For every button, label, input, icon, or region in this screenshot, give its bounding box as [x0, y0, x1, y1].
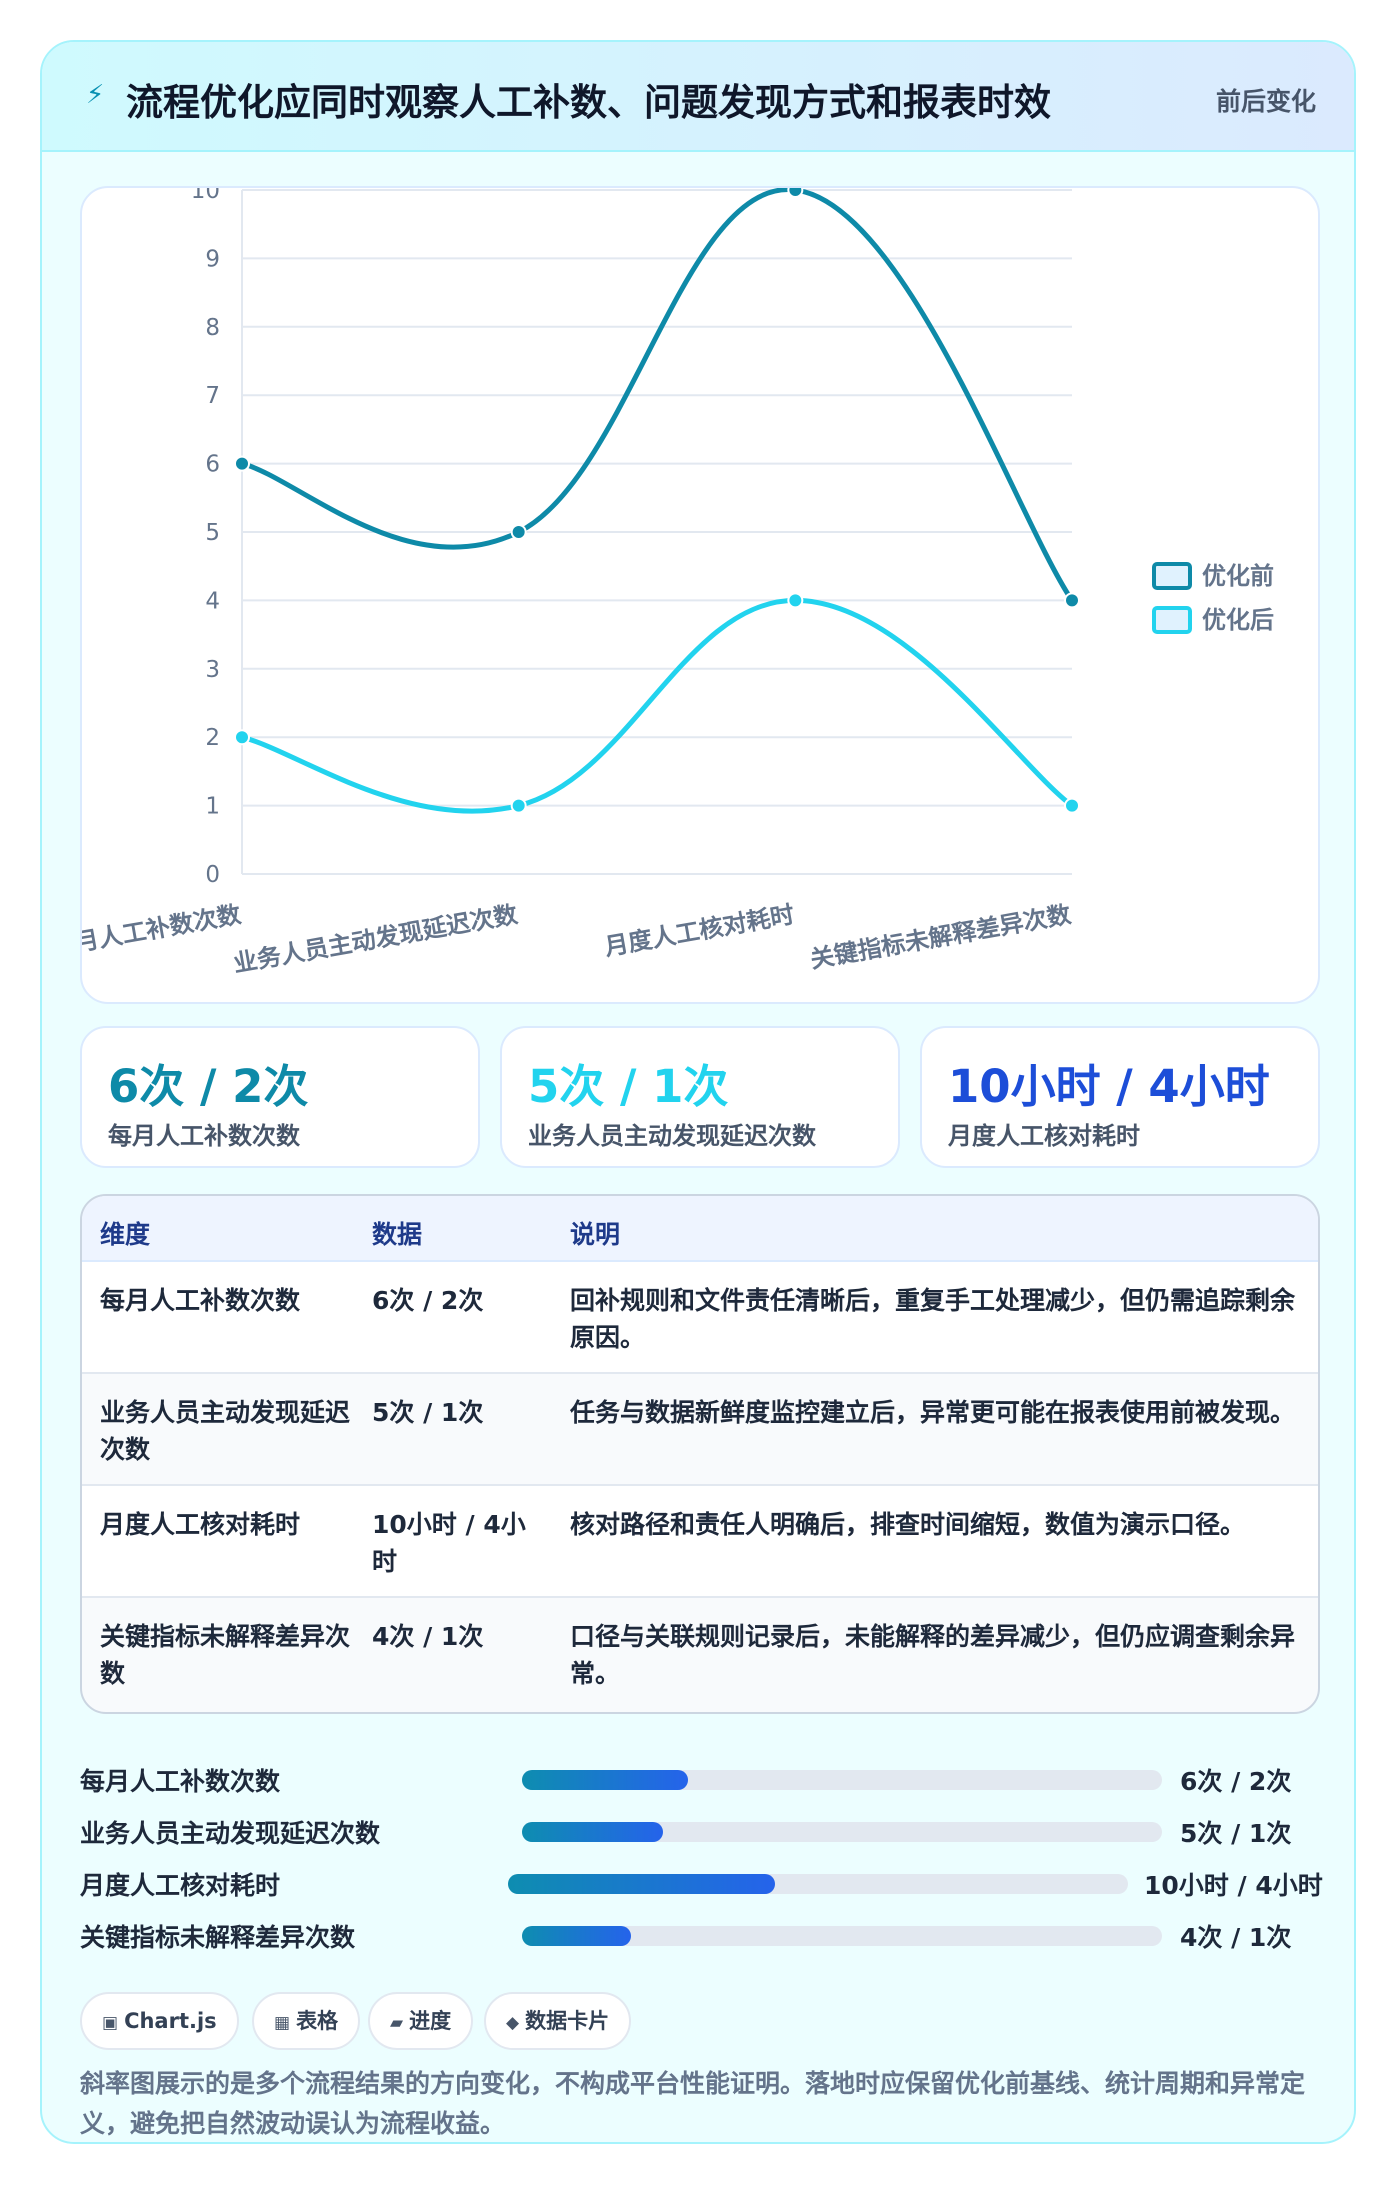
chip-label: 进度 — [409, 2009, 452, 2033]
y-tick-label: 8 — [205, 315, 220, 341]
footnote: 斜率图展示的是多个流程结果的方向变化，不构成平台性能证明。落地时应保留优化前基线… — [80, 2069, 1306, 2138]
data-point — [1064, 797, 1080, 814]
table-row: 业务人员主动发现延迟次数 5次 / 1次 任务与数据新鲜度监控建立后，异常更可能… — [82, 1374, 1318, 1486]
chip-progress[interactable]: ▰ 进度 — [368, 1992, 474, 2050]
stat-card: 10小时 / 4小时 月度人工核对耗时 — [920, 1026, 1320, 1168]
cell-data: 5次 / 1次 — [372, 1398, 484, 1427]
y-tick-label: 9 — [205, 246, 220, 272]
chip-label: 表格 — [296, 2009, 339, 2033]
y-tick-label: 0 — [205, 862, 220, 888]
series-line — [241, 597, 1074, 814]
chip-table[interactable]: ▦ 表格 — [252, 1992, 361, 2050]
progress-track — [522, 1822, 1162, 1842]
y-tick-label: 6 — [205, 452, 220, 478]
data-point — [787, 592, 804, 609]
column-header: 说明 — [570, 1220, 621, 1249]
cell-dimension: 关键指标未解释差异次数 — [100, 1622, 351, 1688]
data-point — [234, 729, 250, 746]
stat-label: 业务人员主动发现延迟次数 — [528, 1122, 816, 1150]
x-tick-label: 业务人员主动发现延迟次数 — [231, 900, 520, 978]
progress-track — [522, 1770, 1162, 1790]
legend-label: 优化前 — [1202, 562, 1274, 590]
column-header: 维度 — [100, 1220, 151, 1249]
page-title: 流程优化应同时观察人工补数、问题发现方式和报表时效 — [126, 81, 1051, 124]
x-tick-label: 每月人工补数次数 — [82, 900, 244, 961]
cell-data: 4次 / 1次 — [372, 1622, 484, 1651]
progress-fill — [508, 1874, 775, 1894]
x-tick-label: 关键指标未解释差异次数 — [808, 900, 1074, 974]
progress-fill — [522, 1822, 663, 1842]
chip-chartjs[interactable]: ▣ Chart.js — [80, 1992, 239, 2050]
stat-label: 月度人工核对耗时 — [948, 1122, 1140, 1150]
card-icon: ◆ — [506, 2013, 520, 2033]
cell-description: 口径与关联规则记录后，未能解释的差异减少，但仍应调查剩余异常。 — [570, 1622, 1296, 1688]
y-tick-label: 2 — [205, 725, 220, 751]
stat-value: 5次 / 1次 — [528, 1060, 729, 1113]
chip-data-card[interactable]: ◆ 数据卡片 — [484, 1992, 632, 2050]
column-header: 数据 — [372, 1220, 423, 1249]
cell-data: 6次 / 2次 — [372, 1286, 484, 1315]
table-icon: ▦ — [274, 2013, 291, 2033]
cell-dimension: 业务人员主动发现延迟次数 — [100, 1398, 351, 1464]
table-row: 每月人工补数次数 6次 / 2次 回补规则和文件责任清晰后，重复手工处理减少，但… — [82, 1262, 1318, 1374]
cell-dimension: 每月人工补数次数 — [100, 1286, 301, 1315]
series-line — [241, 188, 1075, 602]
cell-description: 任务与数据新鲜度监控建立后，异常更可能在报表使用前被发现。 — [570, 1398, 1296, 1427]
stat-value: 6次 / 2次 — [108, 1060, 309, 1113]
y-tick-label: 5 — [205, 520, 220, 546]
change-badge: 前后变化 — [1215, 87, 1316, 116]
lightning-icon: ⚡ — [86, 80, 105, 110]
y-tick-label: 7 — [205, 383, 220, 409]
x-tick-label: 月度人工核对耗时 — [601, 900, 796, 961]
main-card: ⚡ 流程优化应同时观察人工补数、问题发现方式和报表时效 前后变化 0 1 2 3 4 5 6… — [40, 40, 1356, 2144]
stat-label: 每月人工补数次数 — [108, 1122, 300, 1150]
table-row: 月度人工核对耗时 10小时 / 4小时 核对路径和责任人明确后，排查时间缩短，数… — [82, 1486, 1318, 1598]
line-chart: 0 1 2 3 4 5 6 7 8 9 10 每月人工补数次数 业务人员主动发现延迟次数 月度人工核对耗时… — [80, 186, 1320, 1004]
chip-label: 数据卡片 — [525, 2009, 610, 2033]
progress-value: 6次 / 2次 — [1180, 1767, 1292, 1796]
table-row: 关键指标未解释差异次数 4次 / 1次 口径与关联规则记录后，未能解释的差异减少… — [82, 1598, 1318, 1710]
y-tick-label: 4 — [205, 588, 220, 614]
cell-description: 回补规则和文件责任清晰后，重复手工处理减少，但仍需追踪剩余原因。 — [570, 1286, 1296, 1352]
progress-value: 5次 / 1次 — [1180, 1819, 1292, 1848]
stat-card: 6次 / 2次 每月人工补数次数 — [80, 1026, 480, 1168]
y-tick-label: 10 — [191, 188, 220, 204]
legend-swatch — [1152, 606, 1192, 634]
progress-label: 每月人工补数次数 — [80, 1767, 281, 1796]
data-point — [510, 797, 527, 814]
progress-track — [508, 1874, 1128, 1894]
progress-label: 关键指标未解释差异次数 — [80, 1923, 356, 1952]
progress-label: 月度人工核对耗时 — [80, 1871, 281, 1900]
legend-swatch — [1152, 562, 1192, 590]
chip-label: Chart.js — [124, 2009, 217, 2033]
stat-value: 10小时 / 4小时 — [948, 1060, 1270, 1113]
data-point — [234, 455, 250, 472]
chart-icon: ▣ — [102, 2013, 119, 2033]
data-point — [1064, 592, 1080, 609]
cell-dimension: 月度人工核对耗时 — [100, 1510, 301, 1539]
data-point — [787, 188, 804, 198]
y-tick-label: 3 — [205, 657, 220, 683]
table-header: 维度 数据 说明 — [82, 1196, 1318, 1262]
stat-cards: 6次 / 2次 每月人工补数次数 5次 / 1次 业务人员主动发现延迟次数 10… — [80, 1026, 1320, 1168]
progress-fill — [522, 1770, 689, 1790]
card-header: ⚡ 流程优化应同时观察人工补数、问题发现方式和报表时效 前后变化 — [42, 42, 1354, 152]
cell-description: 核对路径和责任人明确后，排查时间缩短，数值为演示口径。 — [570, 1510, 1246, 1539]
y-tick-label: 1 — [205, 794, 220, 820]
progress-label: 业务人员主动发现延迟次数 — [80, 1819, 381, 1848]
cell-data: 10小时 / 4小时 — [372, 1510, 526, 1576]
stat-card: 5次 / 1次 业务人员主动发现延迟次数 — [500, 1026, 900, 1168]
progress-icon: ▰ — [390, 2013, 404, 2033]
progress-track — [522, 1926, 1162, 1946]
data-point — [510, 524, 527, 540]
data-table: 维度 数据 说明 每月人工补数次数 6次 / 2次 回补规则和文件责任清晰后，重… — [80, 1194, 1320, 1714]
progress-fill — [522, 1926, 631, 1946]
legend-label: 优化后 — [1202, 606, 1274, 634]
progress-list: 每月人工补数次数 6次 / 2次业务人员主动发现延迟次数 5次 / 1次月度人工核对… — [80, 1762, 1323, 1982]
progress-value: 4次 / 1次 — [1180, 1923, 1292, 1952]
progress-value: 10小时 / 4小时 — [1144, 1871, 1323, 1900]
